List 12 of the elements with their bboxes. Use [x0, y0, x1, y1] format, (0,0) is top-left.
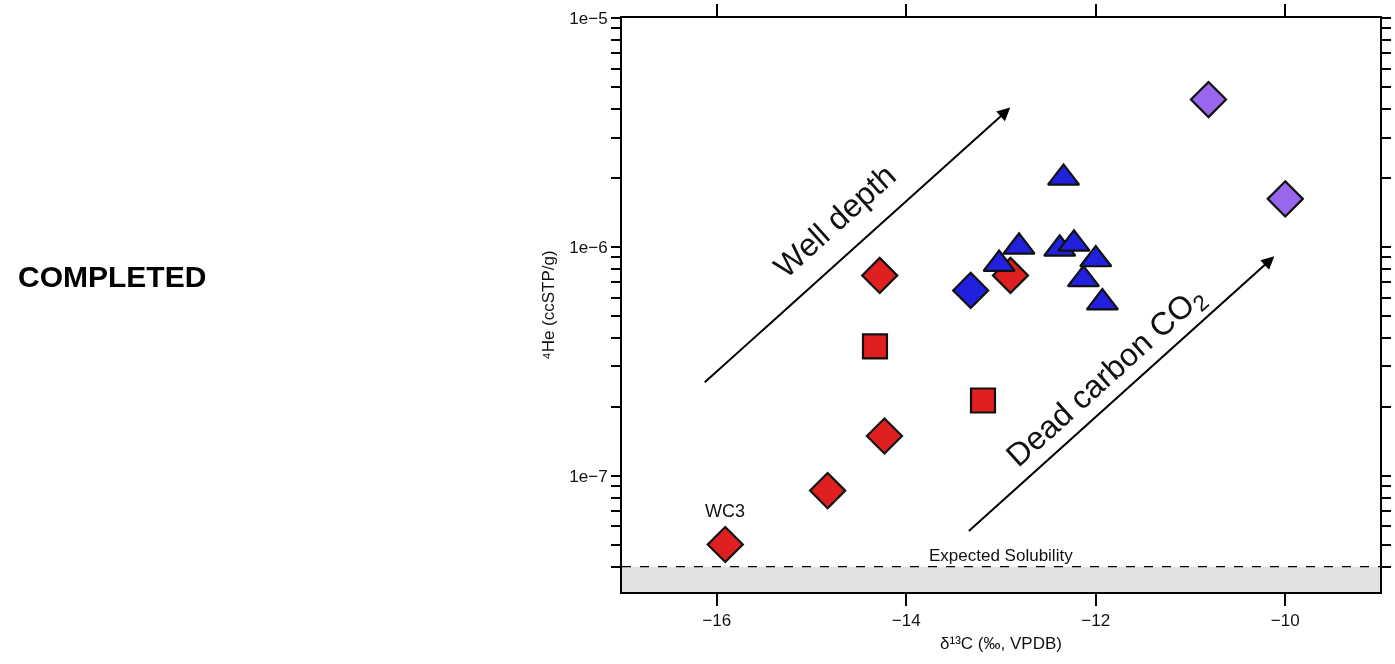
x-tick-label: −14: [891, 611, 921, 631]
annotation: WC3: [705, 501, 745, 521]
text: COMPLETED: [18, 260, 207, 293]
y-axis-title: ⁴He (ccSTP/g): [539, 250, 559, 360]
y-tick-label: 1e−7: [569, 466, 608, 486]
y-tick-label: 1e−6: [569, 237, 608, 257]
x-tick-label: −10: [1270, 611, 1300, 631]
x-axis-title: δ¹³C (‰, VPDB): [940, 634, 1062, 654]
y-tick-label: 1e−5: [569, 8, 608, 28]
ref-line-label: Expected Solubility: [929, 546, 1074, 565]
x-tick-label: −16: [702, 611, 732, 631]
x-tick-label: −12: [1081, 611, 1111, 631]
